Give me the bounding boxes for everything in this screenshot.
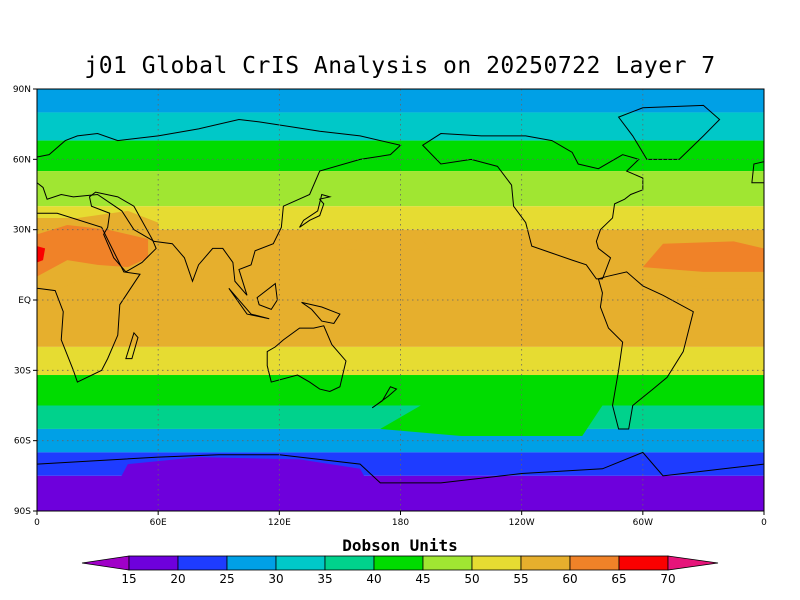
lon-tick-label: 180 — [392, 518, 409, 528]
field-sahara-core-67 — [37, 246, 46, 263]
lat-tick-label: 30S — [14, 366, 31, 376]
coast-africa — [37, 212, 141, 383]
colorbar-swatch — [520, 555, 571, 571]
colorbar-tick-label: 45 — [415, 572, 430, 586]
field-antarctic-18 — [117, 457, 371, 511]
colorbar-swatch — [471, 555, 522, 571]
colorbar-tick-label: 20 — [170, 572, 185, 586]
field-atlantic-62 — [642, 241, 764, 272]
colorbar-tick-label: 50 — [464, 572, 479, 586]
coastlines — [37, 104, 764, 511]
coast-uk — [751, 161, 764, 184]
plot-title: j01 Global CrIS Analysis on 20250722 Lay… — [84, 53, 716, 79]
field-band-3 — [37, 171, 764, 207]
colorbar-tick-label: 70 — [660, 572, 675, 586]
longitude-ticks: 0 60E 120E 180 120W 60W 0 — [34, 511, 767, 528]
coast-madagascar — [125, 331, 139, 360]
grid-lines — [37, 89, 764, 511]
lat-tick-label: 90S — [14, 507, 31, 517]
colorbar-tick-label: 55 — [513, 572, 528, 586]
field-southern-42 — [380, 389, 603, 436]
lat-tick-label: 60S — [14, 437, 31, 447]
colorbar-swatch — [324, 555, 375, 571]
colorbar-title: Dobson Units — [342, 536, 458, 555]
field-band-9 — [37, 428, 764, 453]
coast-australia — [266, 325, 347, 392]
field-pacific-57 — [339, 239, 431, 254]
lon-tick-label: 60W — [633, 518, 653, 528]
coast-north-america — [421, 133, 644, 280]
coast-borneo — [256, 282, 278, 310]
colorbar-swatch — [618, 555, 669, 571]
colorbar-swatch — [177, 555, 228, 571]
colorbar-swatch — [275, 555, 326, 571]
field-band-1 — [37, 112, 764, 141]
coast-new-guinea — [301, 301, 341, 324]
field-band-6 — [37, 346, 764, 376]
coast-japan — [299, 193, 332, 228]
colorbar-tick-label: 35 — [317, 572, 332, 586]
colorbar-swatch — [422, 555, 473, 571]
lat-tick-label: 60N — [13, 155, 31, 165]
lon-tick-label: 120E — [268, 518, 291, 528]
coast-antarctica — [37, 451, 764, 511]
lat-tick-label: 30N — [13, 226, 31, 236]
coast-eurasia — [37, 118, 402, 296]
colorbar: 15 20 25 30 35 40 45 50 55 60 65 70 — [81, 555, 719, 586]
colorbar-upper-arrow — [667, 555, 719, 571]
coast-new-zealand — [371, 386, 398, 409]
colorbar-tick-label: 30 — [268, 572, 283, 586]
coast-sumatra-java — [228, 287, 270, 320]
lon-tick-label: 60E — [150, 518, 167, 528]
colorbar-tick-label: 15 — [121, 572, 136, 586]
lon-tick-label: 120W — [509, 518, 535, 528]
field-band-4 — [37, 206, 764, 230]
colorbar-lower-arrow — [81, 555, 130, 571]
colorbar-swatch — [373, 555, 424, 571]
colorbar-swatch — [569, 555, 620, 571]
colorbar-swatch — [226, 555, 277, 571]
colorbar-tick-label: 65 — [611, 572, 626, 586]
colorbar-tick-label: 25 — [219, 572, 234, 586]
colorbar-swatch — [128, 555, 179, 571]
coast-south-america — [597, 271, 694, 430]
coast-greenland — [617, 104, 721, 160]
colorbar-tick-label: 40 — [366, 572, 381, 586]
field-band-0 — [37, 89, 764, 113]
lon-tick-label: 0 — [761, 518, 767, 528]
lon-tick-label: 0 — [34, 518, 40, 528]
lat-tick-label: EQ — [18, 296, 31, 306]
coast-mideast-arabia — [88, 191, 157, 273]
lat-tick-label: 90N — [13, 85, 31, 95]
colorbar-tick-label: 60 — [562, 572, 577, 586]
latitude-ticks: 90N 60N 30N EQ 30S 60S 90S — [13, 85, 37, 517]
